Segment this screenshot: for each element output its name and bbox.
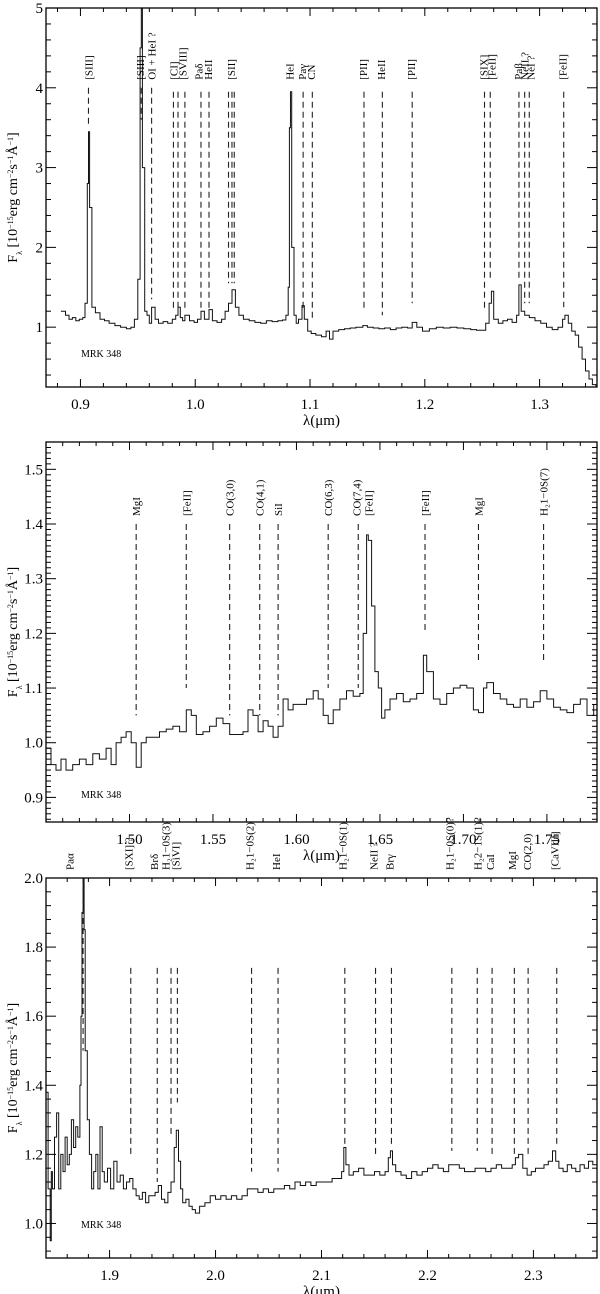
y-tick-label: 1 <box>36 320 44 336</box>
x-tick-label: 0.9 <box>71 397 90 413</box>
line-label: MgI <box>474 497 486 516</box>
line-label: HeII <box>376 59 388 79</box>
x-tick-label: 1.60 <box>283 832 309 848</box>
x-tick-label: 2.2 <box>418 1268 437 1284</box>
y-tick-label: 4 <box>36 81 44 97</box>
line-label: H₂1−0S(1) <box>338 822 350 870</box>
x-tick-label: 1.3 <box>530 397 549 413</box>
line-label: [FeII] <box>420 490 432 516</box>
line-label: Paδ <box>194 64 206 80</box>
line-label: [SIII] <box>84 55 96 79</box>
line-label: Brγ <box>384 854 396 870</box>
x-tick-label: 1.75 <box>534 832 560 848</box>
y-tick-label: 0.9 <box>24 790 43 806</box>
line-label: HeI <box>271 853 283 870</box>
spectrum-panel-3: Paα [SXI] ? Brδ H₂1−0S(3)[SiVI] H₂1−0S(2) HeI… <box>5 817 598 1294</box>
line-label: MgI <box>131 497 143 516</box>
line-label: CO(7,4) <box>352 479 364 516</box>
y-tick-label: 1.0 <box>24 736 43 752</box>
y-tick-label: 1.1 <box>24 681 43 697</box>
x-tick-label: 1.55 <box>200 832 226 848</box>
line-label: NeII ? <box>368 842 380 870</box>
line-label: Paγ <box>297 64 309 80</box>
line-label: [SiVI] <box>170 842 182 870</box>
line-label: [SII] <box>226 59 238 80</box>
line-label: H₂1−0S(7) <box>539 468 551 516</box>
line-label: OI + HeI ? <box>147 32 159 80</box>
line-label: CO(3,0) <box>225 479 237 516</box>
line-label: CaI <box>485 854 497 870</box>
y-tick-label: 2.0 <box>24 871 43 887</box>
line-label: [FeII] <box>558 54 570 80</box>
line-label: [SXI] ? <box>124 837 136 870</box>
line-label: [PII] <box>406 59 418 80</box>
y-tick-label: 1.4 <box>24 517 43 533</box>
y-tick-label: 5 <box>36 1 44 17</box>
line-label: HeII <box>203 59 215 79</box>
line-label: CO(4,1) <box>255 479 267 516</box>
line-label: CN <box>306 64 318 79</box>
line-label: NeI ? <box>525 56 537 80</box>
line-label: Paα <box>64 853 76 870</box>
x-tick-label: 1.2 <box>415 397 434 413</box>
line-label: [FeII] <box>486 54 498 80</box>
y-tick-label: 1.2 <box>24 1147 43 1163</box>
x-axis-label: λ(μm) <box>303 848 340 864</box>
line-label: HeI <box>284 63 296 80</box>
spectrum-trace <box>60 8 597 387</box>
plot-frame <box>45 441 598 823</box>
object-label: MRK 348 <box>81 1220 121 1231</box>
object-label: MRK 348 <box>81 349 121 360</box>
line-label: [SIX] <box>478 55 490 80</box>
line-label: CO(2,0) <box>522 833 534 870</box>
y-tick-label: 3 <box>36 161 44 177</box>
plot-frame <box>45 7 598 388</box>
line-label: [SVIII] <box>178 47 190 79</box>
line-label: [PII] <box>358 59 370 80</box>
x-tick-label: 1.70 <box>450 832 476 848</box>
x-axis-label: λ(μm) <box>303 413 340 429</box>
line-label: [CI] <box>168 61 180 79</box>
spectrum-panel-2: MgI [FeII] CO(3,0) CO(4,1) SiI CO(6,3) CO(7,4)… <box>5 441 598 864</box>
line-label: NeII ? <box>520 52 532 80</box>
x-tick-label: 2.1 <box>312 1268 331 1284</box>
line-label: [CaVIII] <box>550 832 562 870</box>
line-label: [FeII] <box>363 490 375 516</box>
y-tick-label: 1.0 <box>24 1216 43 1232</box>
x-tick-label: 1.9 <box>100 1268 119 1284</box>
line-label: SiI <box>273 503 285 516</box>
line-label: [SIII] <box>135 55 147 79</box>
y-tick-label: 2 <box>36 240 44 256</box>
y-tick-label: 1.6 <box>24 1009 43 1025</box>
x-tick-label: 1.50 <box>116 832 142 848</box>
y-tick-label: 1.4 <box>24 1078 43 1094</box>
line-label: MgI <box>507 851 519 870</box>
spectrum-trace <box>46 534 595 771</box>
spectrum-trace <box>46 878 597 1242</box>
y-tick-label: 1.3 <box>24 572 43 588</box>
line-label: CO(6,3) <box>323 479 335 516</box>
line-label: Brδ <box>149 854 161 870</box>
x-axis-label: λ(μm) <box>303 1284 340 1294</box>
line-label: H₂1−0S(0)? <box>445 817 457 870</box>
x-tick-label: 1.1 <box>301 397 320 413</box>
spectrum-panel-1: [SIII] [SIII] OI + HeI ? [CI][SVIII] PaδHeII… <box>5 1 598 429</box>
y-axis-label: Fλ [10−15erg cm−2s−1Å−1] <box>5 132 24 262</box>
x-tick-label: 1.65 <box>367 832 393 848</box>
y-axis-label: Fλ [10−15erg cm−2s−1Å−1] <box>5 567 24 697</box>
line-label: H₂1−0S(2) <box>244 822 256 870</box>
object-label: MRK 348 <box>81 790 121 801</box>
y-tick-label: 1.8 <box>24 940 43 956</box>
x-tick-label: 2.3 <box>524 1268 543 1284</box>
y-axis-label: Fλ [10−15erg cm−2s−1Å−1] <box>5 1003 24 1133</box>
x-tick-label: 1.0 <box>186 397 205 413</box>
line-label: H₂1−0S(3) <box>161 822 173 870</box>
y-tick-label: 1.2 <box>24 626 43 642</box>
line-label: Paβ <box>513 63 525 80</box>
x-tick-label: 2.0 <box>206 1268 225 1284</box>
y-tick-label: 1.5 <box>24 462 43 478</box>
line-label: [FeII] <box>181 490 193 516</box>
line-label: H₂2−1S(1)? <box>472 817 484 870</box>
